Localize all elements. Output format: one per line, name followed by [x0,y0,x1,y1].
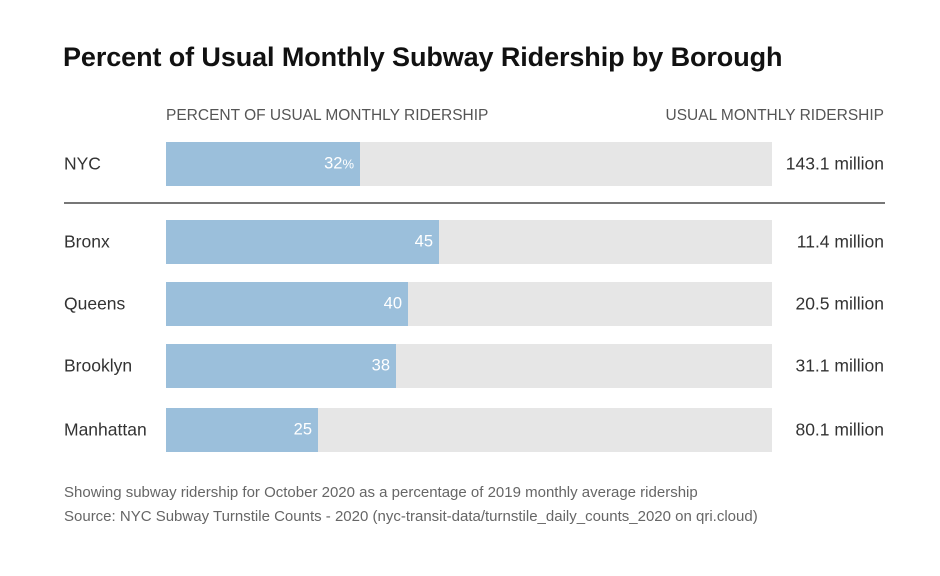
category-label: NYC [64,153,101,174]
usual-ridership-value: 31.1 million [795,355,884,376]
percent-column-header: PERCENT OF USUAL MONTHLY RIDERSHIP [166,107,489,124]
category-label: Brooklyn [64,355,133,376]
bar-row-manhattan: Manhattan 25 80.1 million [0,408,940,452]
bar: 38 [166,344,396,388]
bar-value-unit: % [342,156,354,172]
bar-value-label: 45 [415,233,433,252]
usual-ridership-value: 20.5 million [795,293,884,314]
bar-value-label: 38 [372,357,390,376]
bar-value-label: 32% [324,155,354,174]
category-label: Queens [64,293,126,314]
total-divider [64,202,885,204]
chart-title: Percent of Usual Monthly Subway Ridershi… [63,42,783,72]
bar-value-number: 25 [293,420,312,439]
bar-track: 40 [166,282,772,326]
category-label: Manhattan [64,419,147,440]
bar-row-queens: Queens 40 20.5 million [0,282,940,326]
bar-track: 32% [166,142,772,186]
bar-value-number: 38 [371,356,390,375]
category-label: Bronx [64,231,110,252]
ridership-column-header: USUAL MONTHLY RIDERSHIP [665,107,884,124]
bar-value-label: 25 [294,421,312,440]
bar-row-nyc: NYC 32% 143.1 million [0,142,940,186]
footnote-source: Source: NYC Subway Turnstile Counts - 20… [64,508,758,525]
bar-track: 38 [166,344,772,388]
bar-value-number: 45 [414,232,433,251]
usual-ridership-value: 143.1 million [785,153,884,174]
bar: 32% [166,142,360,186]
bar: 40 [166,282,408,326]
usual-ridership-value: 11.4 million [796,231,884,252]
bar-value-number: 32 [324,154,343,173]
bar-value-number: 40 [383,294,402,313]
bar-track: 25 [166,408,772,452]
bar-row-brooklyn: Brooklyn 38 31.1 million [0,344,940,388]
bar: 45 [166,220,439,264]
bar-row-bronx: Bronx 45 11.4 million [0,220,940,264]
usual-ridership-value: 80.1 million [795,419,884,440]
bar-value-label: 40 [384,295,402,314]
footnote-description: Showing subway ridership for October 202… [64,484,698,501]
bar-track: 45 [166,220,772,264]
bar: 25 [166,408,318,452]
